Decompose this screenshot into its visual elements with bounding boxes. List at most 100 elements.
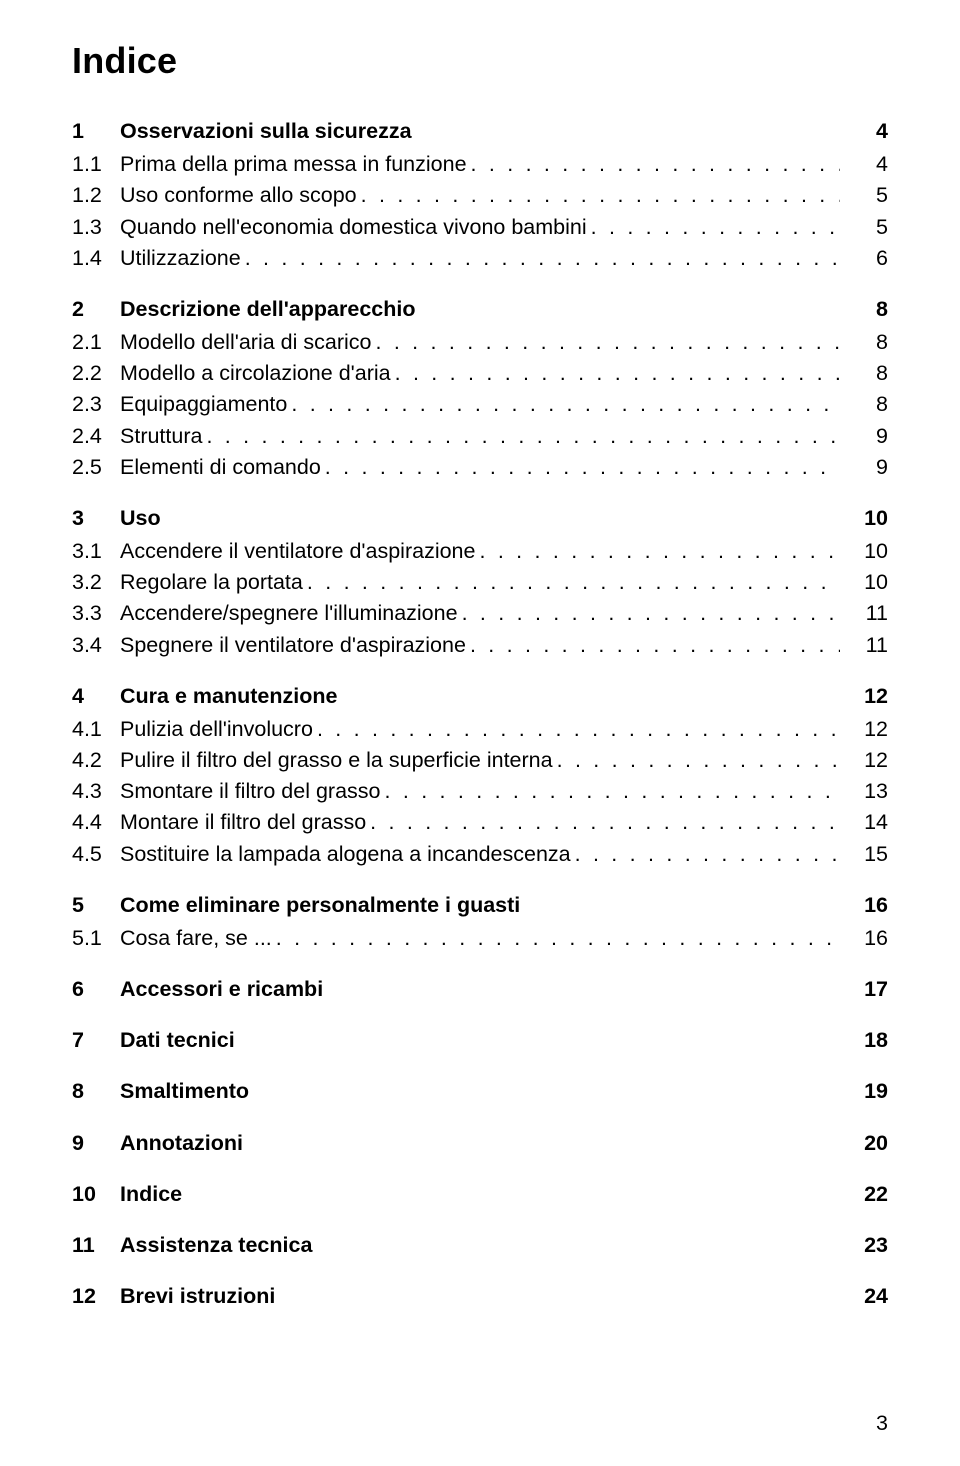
- toc-item-row: 2.2Modello a circolazione d'aria. . . . …: [72, 358, 888, 389]
- toc-item-row: 2.3Equipaggiamento. . . . . . . . . . . …: [72, 389, 888, 420]
- toc-item-page: 8: [840, 358, 888, 389]
- toc-item-title: Equipaggiamento: [120, 389, 291, 420]
- toc-item-page: 6: [840, 243, 888, 274]
- toc-item-title: Utilizzazione: [120, 243, 245, 274]
- toc-item-number: 4.3: [72, 776, 120, 807]
- toc-item-row: 3.2Regolare la portata. . . . . . . . . …: [72, 567, 888, 598]
- toc-item-title: Quando nell'economia domestica vivono ba…: [120, 212, 591, 243]
- toc-item-title: Pulire il filtro del grasso e la superfi…: [120, 745, 557, 776]
- toc-item-title: Accendere/spegnere l'illuminazione: [120, 598, 462, 629]
- toc-item-number: 4.5: [72, 839, 120, 870]
- toc-item-title: Sostituire la lampada alogena a incandes…: [120, 839, 575, 870]
- toc-section-page: 8: [840, 294, 888, 325]
- toc-leader: . . . . . . . . . . . . . . . . . . . . …: [395, 358, 840, 389]
- toc-item-page: 9: [840, 421, 888, 452]
- toc-item-number: 1.1: [72, 149, 120, 180]
- toc-section-row: 11Assistenza tecnica23: [72, 1230, 888, 1261]
- toc-leader: . . . . . . . . . . . . . . . . . . . . …: [325, 452, 840, 483]
- toc-section-row: 6Accessori e ricambi17: [72, 974, 888, 1005]
- toc-section-number: 11: [72, 1230, 98, 1261]
- toc-section-title: Osservazioni sulla sicurezza: [98, 116, 416, 147]
- toc-item-number: 1.3: [72, 212, 120, 243]
- toc-section-row: 3Uso10: [72, 503, 888, 534]
- toc-item-title: Uso conforme allo scopo: [120, 180, 361, 211]
- toc-section-page: 17: [840, 974, 888, 1005]
- toc-item-page: 4: [840, 149, 888, 180]
- toc-item-title: Cosa fare, se ...: [120, 923, 276, 954]
- toc-item-page: 16: [840, 923, 888, 954]
- toc-item-number: 1.2: [72, 180, 120, 211]
- toc-section-page: 18: [840, 1025, 888, 1056]
- toc-leader: . . . . . . . . . . . . . . . . . . . . …: [462, 598, 840, 629]
- toc-section-page: 24: [840, 1281, 888, 1312]
- toc-item-page: 11: [840, 598, 888, 629]
- toc-item-row: 2.5Elementi di comando. . . . . . . . . …: [72, 452, 888, 483]
- toc-item-row: 1.1Prima della prima messa in funzione. …: [72, 149, 888, 180]
- toc-leader: . . . . . . . . . . . . . . . . . . . . …: [317, 714, 840, 745]
- toc-section-block: 8Smaltimento19: [72, 1076, 888, 1107]
- toc-leader: . . . . . . . . . . . . . . . . . . . . …: [470, 630, 840, 661]
- toc-section-title: Assistenza tecnica: [98, 1230, 316, 1261]
- toc-item-title: Spegnere il ventilatore d'aspirazione: [120, 630, 470, 661]
- page-title: Indice: [72, 40, 888, 82]
- toc-item-number: 4.1: [72, 714, 120, 745]
- toc-section-title: Smaltimento: [98, 1076, 253, 1107]
- toc-section-block: 2Descrizione dell'apparecchio82.1Modello…: [72, 294, 888, 483]
- toc-item-number: 2.5: [72, 452, 120, 483]
- toc-leader: . . . . . . . . . . . . . . . . . . . . …: [307, 567, 840, 598]
- toc-section-block: 10Indice22: [72, 1179, 888, 1210]
- toc-item-title: Pulizia dell'involucro: [120, 714, 317, 745]
- toc-item-number: 3.3: [72, 598, 120, 629]
- toc-section-number: 10: [72, 1179, 98, 1210]
- toc-leader: . . . . . . . . . . . . . . . . . . . . …: [591, 212, 840, 243]
- toc-section-row: 8Smaltimento19: [72, 1076, 888, 1107]
- toc-section-page: 22: [840, 1179, 888, 1210]
- toc-item-row: 4.3Smontare il filtro del grasso. . . . …: [72, 776, 888, 807]
- toc-item-number: 5.1: [72, 923, 120, 954]
- toc-section-number: 2: [72, 294, 98, 325]
- toc-item-row: 2.4Struttura. . . . . . . . . . . . . . …: [72, 421, 888, 452]
- toc-section-title: Come eliminare personalmente i guasti: [98, 890, 524, 921]
- toc-section-row: 2Descrizione dell'apparecchio 8: [72, 294, 888, 325]
- toc-section-block: 3Uso103.1Accendere il ventilatore d'aspi…: [72, 503, 888, 661]
- toc-section-title: Dati tecnici: [98, 1025, 239, 1056]
- toc-item-row: 4.2Pulire il filtro del grasso e la supe…: [72, 745, 888, 776]
- toc-item-row: 3.3Accendere/spegnere l'illuminazione. .…: [72, 598, 888, 629]
- toc-leader: . . . . . . . . . . . . . . . . . . . . …: [206, 421, 840, 452]
- toc-section-number: 1: [72, 116, 98, 147]
- toc-section-row: 7Dati tecnici18: [72, 1025, 888, 1056]
- toc-body: 1Osservazioni sulla sicurezza 41.1Prima d…: [72, 116, 888, 1312]
- toc-section-row: 10Indice22: [72, 1179, 888, 1210]
- toc-item-number: 3.1: [72, 536, 120, 567]
- toc-section-page: 10: [840, 503, 888, 534]
- toc-item-number: 4.2: [72, 745, 120, 776]
- toc-item-page: 5: [840, 212, 888, 243]
- toc-item-title: Modello a circolazione d'aria: [120, 358, 395, 389]
- toc-item-row: 1.4Utilizzazione. . . . . . . . . . . . …: [72, 243, 888, 274]
- toc-item-page: 8: [840, 389, 888, 420]
- toc-section-page: 20: [840, 1128, 888, 1159]
- toc-section-title: Brevi istruzioni: [98, 1281, 279, 1312]
- toc-item-row: 4.1Pulizia dell'involucro. . . . . . . .…: [72, 714, 888, 745]
- toc-item-number: 2.3: [72, 389, 120, 420]
- toc-section-number: 5: [72, 890, 98, 921]
- toc-item-page: 12: [840, 714, 888, 745]
- toc-item-number: 2.4: [72, 421, 120, 452]
- toc-section-number: 8: [72, 1076, 98, 1107]
- toc-section-block: 7Dati tecnici18: [72, 1025, 888, 1056]
- toc-item-title: Elementi di comando: [120, 452, 325, 483]
- toc-leader: . . . . . . . . . . . . . . . . . . . . …: [385, 776, 841, 807]
- toc-section-block: 5Come eliminare personalmente i guasti 16…: [72, 890, 888, 954]
- toc-item-page: 12: [840, 745, 888, 776]
- toc-page: Indice 1Osservazioni sulla sicurezza41.1…: [0, 0, 960, 1466]
- toc-section-title: Annotazioni: [98, 1128, 247, 1159]
- toc-item-page: 10: [840, 567, 888, 598]
- toc-section-number: 12: [72, 1281, 98, 1312]
- toc-item-number: 3.4: [72, 630, 120, 661]
- toc-section-page: 4: [840, 116, 888, 147]
- toc-section-title: Descrizione dell'apparecchio: [98, 294, 419, 325]
- toc-section-number: 9: [72, 1128, 98, 1159]
- toc-item-row: 5.1Cosa fare, se .... . . . . . . . . . …: [72, 923, 888, 954]
- toc-leader: . . . . . . . . . . . . . . . . . . . . …: [375, 327, 840, 358]
- toc-item-number: 3.2: [72, 567, 120, 598]
